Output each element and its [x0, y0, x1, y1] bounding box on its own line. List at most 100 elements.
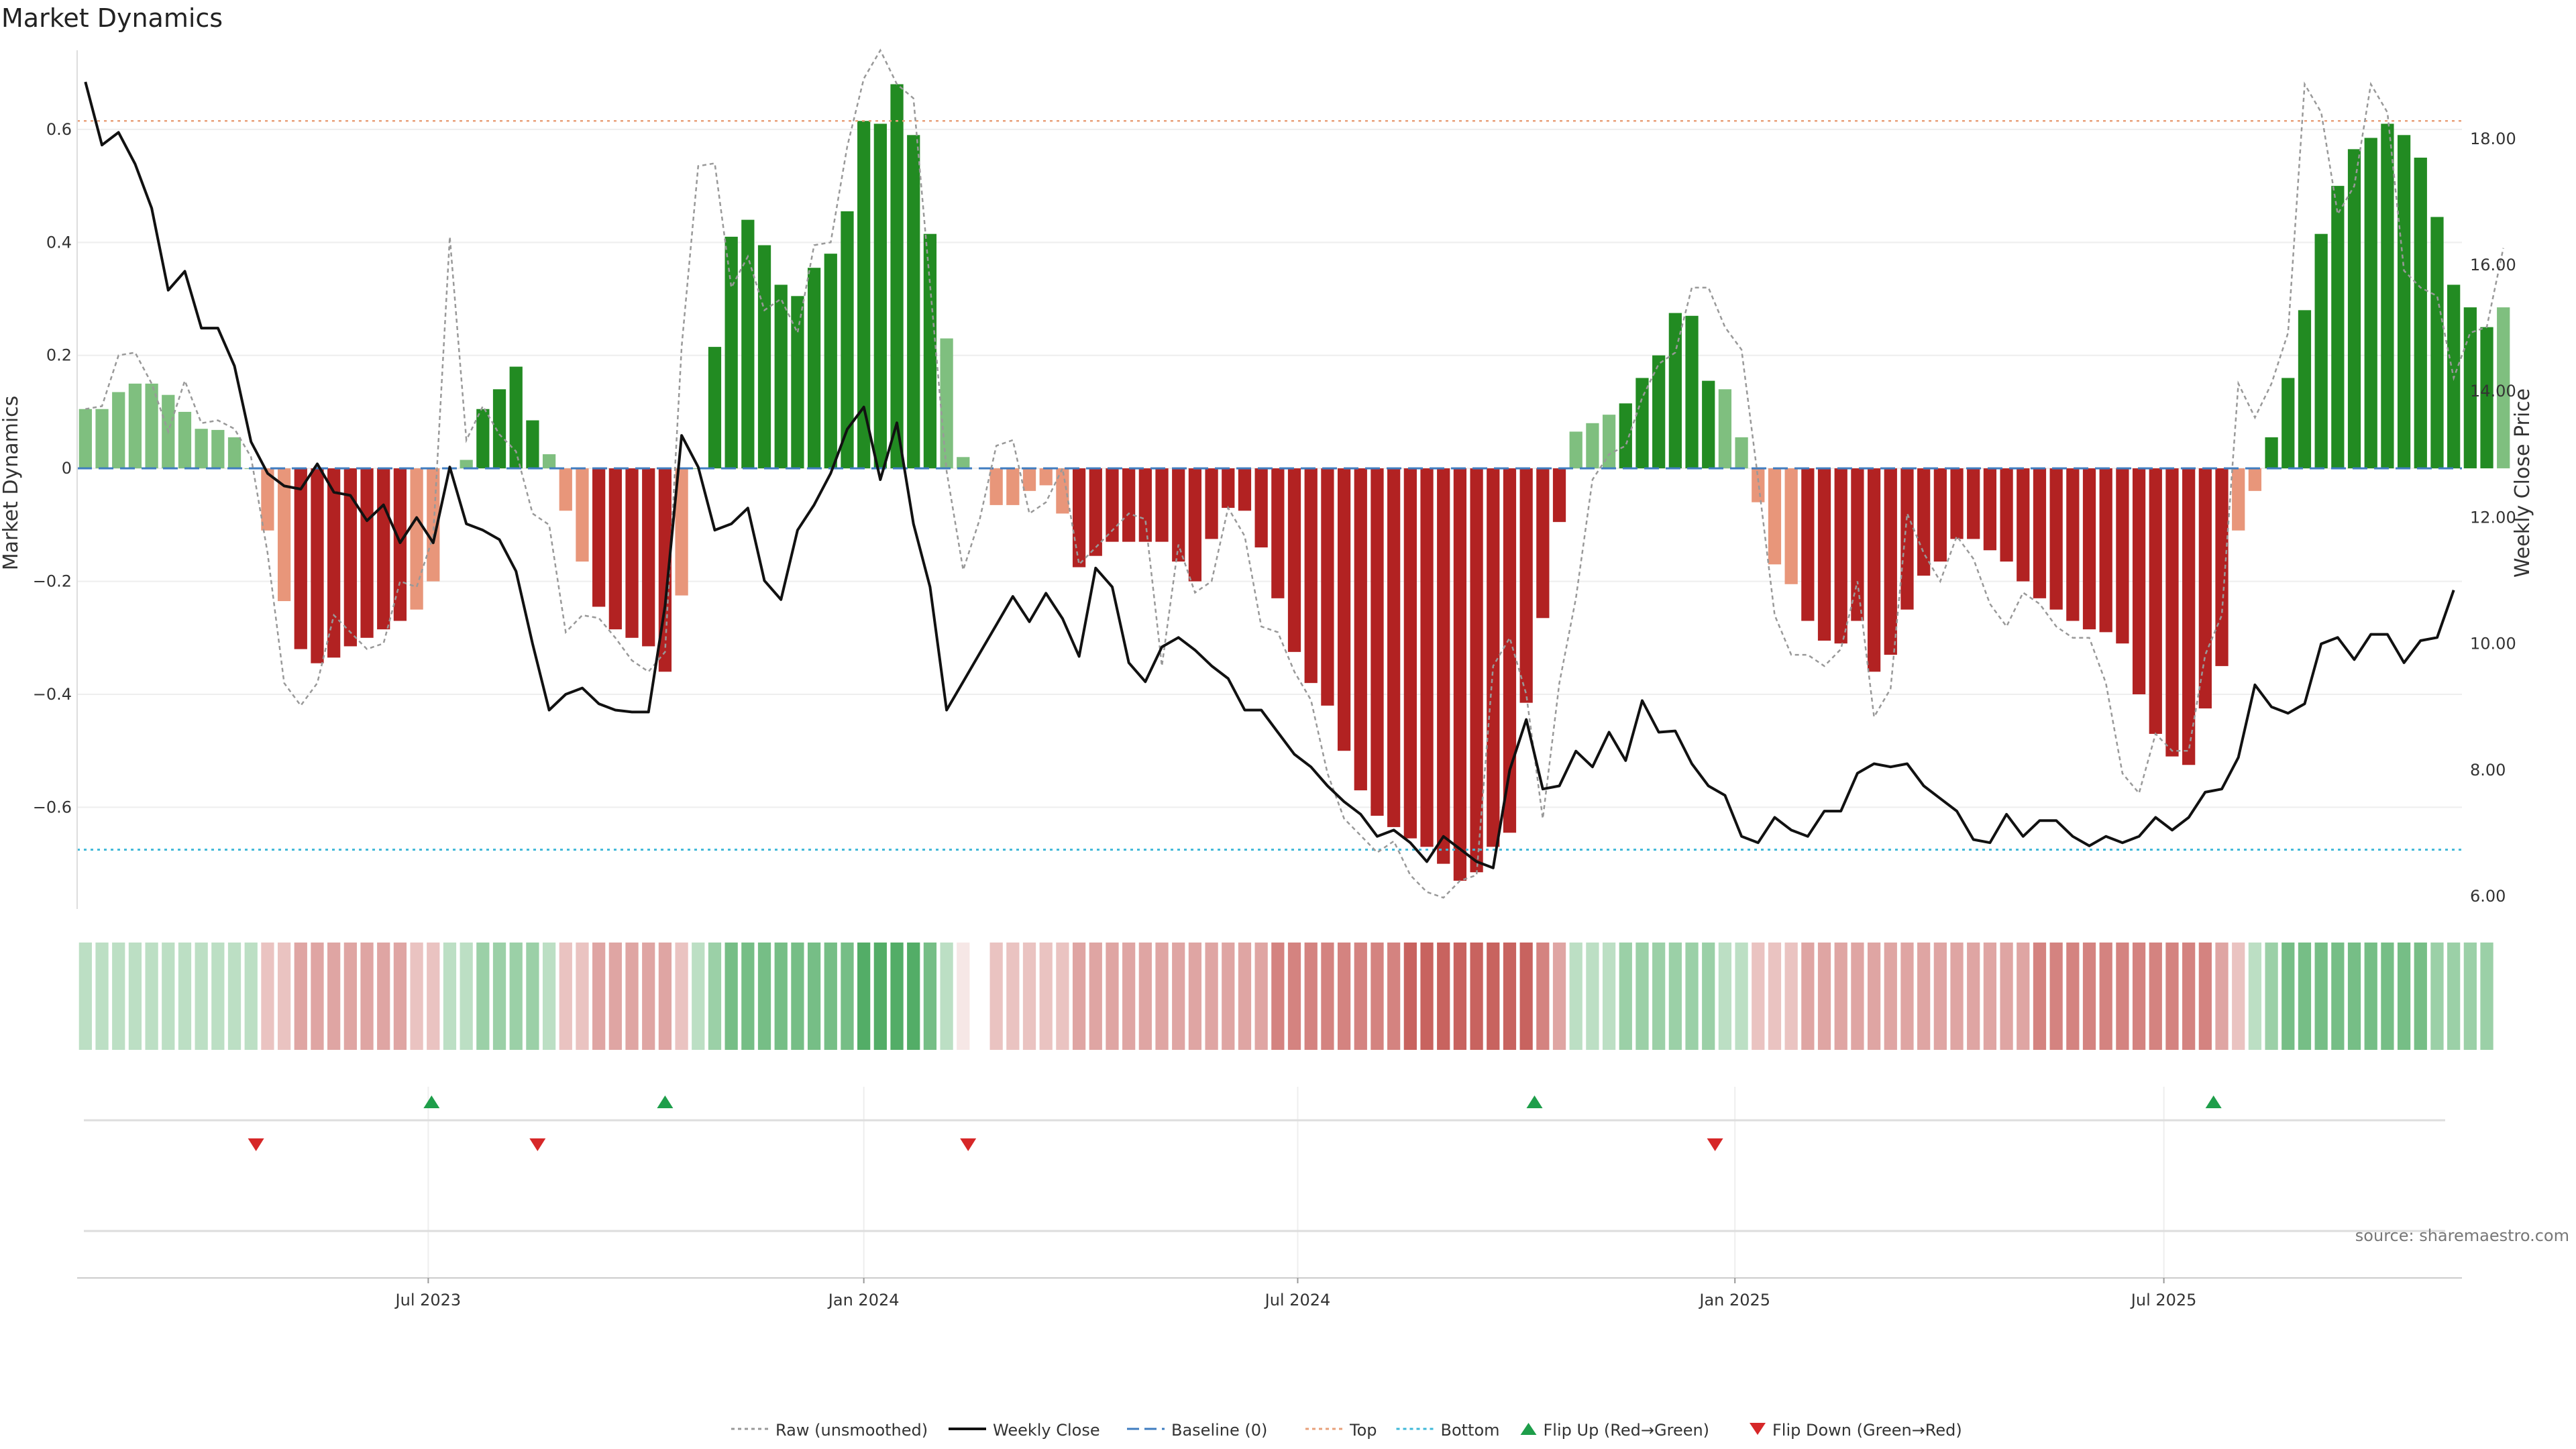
momentum-bar	[1950, 468, 1964, 539]
heat-cell	[509, 943, 523, 1050]
heat-cell	[923, 943, 937, 1050]
heat-cell	[1552, 943, 1566, 1050]
heat-cell	[2414, 943, 2427, 1050]
y-axis-label: Market Dynamics	[0, 396, 23, 571]
heat-cell	[658, 943, 672, 1050]
momentum-bar	[907, 135, 920, 469]
heat-cell	[1950, 943, 1964, 1050]
heat-cell	[1155, 943, 1169, 1050]
heat-cell	[989, 943, 1003, 1050]
heat-cell	[1569, 943, 1582, 1050]
momentum-bar	[608, 468, 622, 630]
y2-tick-label: 8.00	[2470, 761, 2506, 780]
flip-up-marker	[2205, 1095, 2222, 1108]
y2-axis-label: Weekly Close Price	[2511, 388, 2534, 578]
heat-cell	[675, 943, 688, 1050]
legend-item-close: Weekly Close	[949, 1421, 1100, 1440]
momentum-bar	[576, 468, 589, 562]
momentum-bar	[1453, 468, 1467, 881]
heat-cell	[1900, 943, 1914, 1050]
heat-cell	[1387, 943, 1401, 1050]
heat-cell	[907, 943, 920, 1050]
momentum-bar	[2414, 158, 2427, 469]
momentum-bar	[1602, 415, 1616, 469]
momentum-bar	[940, 338, 953, 469]
y-tick-label: 0.4	[46, 233, 72, 252]
heat-cell	[343, 943, 357, 1050]
momentum-bar	[1503, 468, 1517, 833]
heat-cell	[377, 943, 390, 1050]
momentum-bar	[195, 429, 208, 469]
heat-cell	[1619, 943, 1632, 1050]
heat-cell	[774, 943, 788, 1050]
heat-cell	[1106, 943, 1119, 1050]
x-tick-label: Jul 2024	[1264, 1291, 1331, 1309]
momentum-bar	[2165, 468, 2179, 757]
heat-cell	[824, 943, 837, 1050]
heat-cell	[857, 943, 871, 1050]
heat-cell	[1122, 943, 1136, 1050]
chart-title: Market Dynamics	[1, 3, 223, 33]
heat-cell	[1602, 943, 1616, 1050]
y-tick-label: 0.6	[46, 120, 72, 139]
legend-label: Weekly Close	[993, 1421, 1100, 1440]
heat-cell	[708, 943, 722, 1050]
heat-cell	[940, 943, 953, 1050]
heat-cell	[2116, 943, 2129, 1050]
momentum-bar	[1685, 315, 1699, 469]
momentum-bars	[78, 84, 2510, 881]
heat-cell	[410, 943, 423, 1050]
heat-cell	[542, 943, 556, 1050]
heat-cell	[2480, 943, 2493, 1050]
legend-flip-down-swatch	[1750, 1423, 1766, 1435]
heat-cell	[1519, 943, 1533, 1050]
momentum-bar	[807, 268, 821, 469]
momentum-bar	[1022, 468, 1036, 491]
momentum-bar	[460, 460, 473, 469]
heat-cell	[2182, 943, 2196, 1050]
heat-cell	[2248, 943, 2262, 1050]
momentum-bar	[1983, 468, 1997, 551]
momentum-bar	[427, 468, 440, 582]
source-credit: source: sharemaestro.com	[2355, 1226, 2569, 1245]
momentum-bar	[774, 284, 788, 469]
momentum-bar	[1519, 468, 1533, 703]
heat-cell	[1702, 943, 1715, 1050]
momentum-bar	[1188, 468, 1202, 582]
heat-cell	[1238, 943, 1252, 1050]
heat-cell	[460, 943, 473, 1050]
momentum-bar	[1371, 468, 1384, 816]
heat-cell	[1287, 943, 1301, 1050]
momentum-bar	[1470, 468, 1483, 873]
heat-cell	[1917, 943, 1931, 1050]
legend-item-flip_down: Flip Down (Green→Red)	[1750, 1421, 1962, 1440]
momentum-bar	[642, 468, 655, 647]
momentum-bar	[1884, 468, 1897, 655]
momentum-bar	[2463, 307, 2477, 469]
momentum-bar	[261, 468, 274, 531]
momentum-bar	[1867, 468, 1881, 672]
momentum-bar	[1718, 389, 1732, 469]
momentum-bar	[2282, 378, 2295, 469]
heat-cell	[724, 943, 738, 1050]
momentum-bar	[1586, 423, 1599, 469]
momentum-bar	[559, 468, 572, 511]
momentum-bar	[178, 411, 192, 469]
heat-cell	[492, 943, 506, 1050]
heat-cell	[294, 943, 307, 1050]
flip-up-marker	[657, 1095, 674, 1108]
momentum-bar	[2497, 307, 2510, 469]
momentum-bar	[1933, 468, 1947, 562]
momentum-bar	[741, 219, 755, 469]
momentum-bar	[1768, 468, 1782, 565]
momentum-bar	[1917, 468, 1931, 576]
heat-cell	[2099, 943, 2112, 1050]
momentum-bar	[2381, 123, 2394, 469]
heat-cell	[608, 943, 622, 1050]
y-tick-label: −0.2	[33, 572, 72, 591]
momentum-bar	[1106, 468, 1119, 542]
momentum-bar	[327, 468, 341, 658]
heat-cell	[2364, 943, 2377, 1050]
momentum-bar	[1387, 468, 1401, 827]
